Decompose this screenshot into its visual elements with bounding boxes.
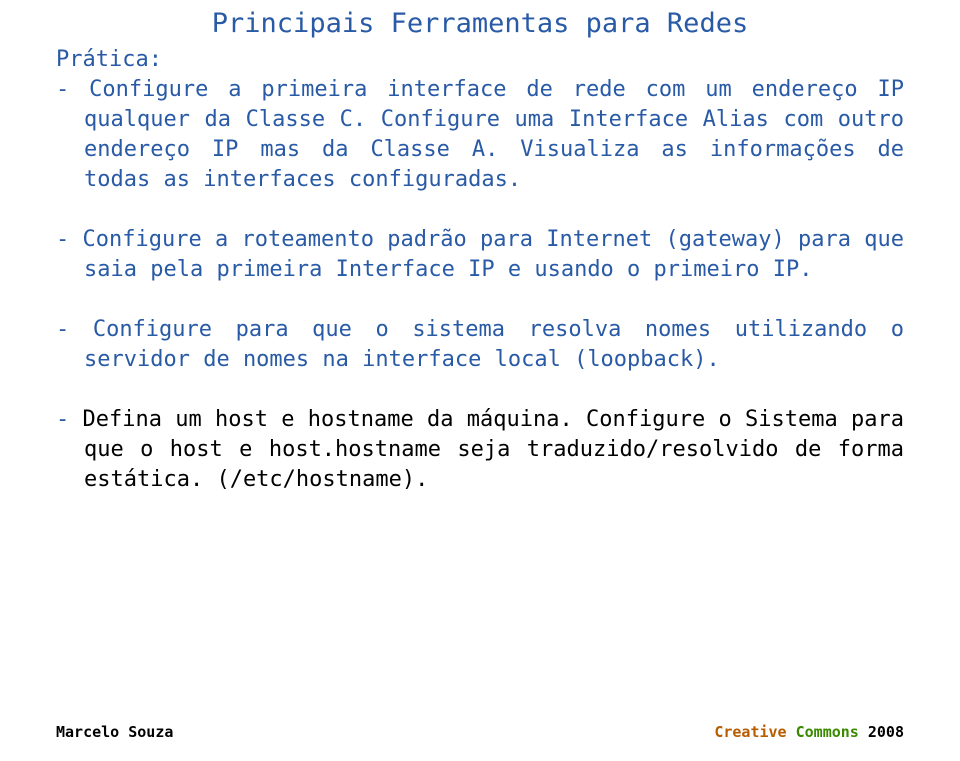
p4-text: Defina um host e hostname da máquina. Co…	[83, 407, 918, 492]
footer-commons: Commons	[796, 723, 868, 741]
page: Principais Ferramentas para Redes Prátic…	[0, 0, 960, 761]
footer: Marcelo Souza Creative Commons 2008	[56, 723, 904, 741]
paragraph-4: - Defina um host e hostname da máquina. …	[56, 405, 904, 495]
footer-creative: Creative	[714, 723, 795, 741]
pratica-label: Prática:	[56, 45, 904, 75]
gap	[56, 285, 904, 315]
footer-author: Marcelo Souza	[56, 723, 173, 741]
page-title: Principais Ferramentas para Redes	[56, 8, 904, 39]
footer-year: 2008	[868, 723, 904, 741]
footer-license: Creative Commons 2008	[714, 723, 904, 741]
paragraph-2: - Configure a roteamento padrão para Int…	[56, 225, 904, 285]
paragraph-3: - Configure para que o sistema resolva n…	[56, 315, 904, 375]
gap	[56, 195, 904, 225]
p4-dash: -	[56, 407, 83, 432]
paragraph-1: - Configure a primeira interface de rede…	[56, 75, 904, 195]
gap	[56, 375, 904, 405]
